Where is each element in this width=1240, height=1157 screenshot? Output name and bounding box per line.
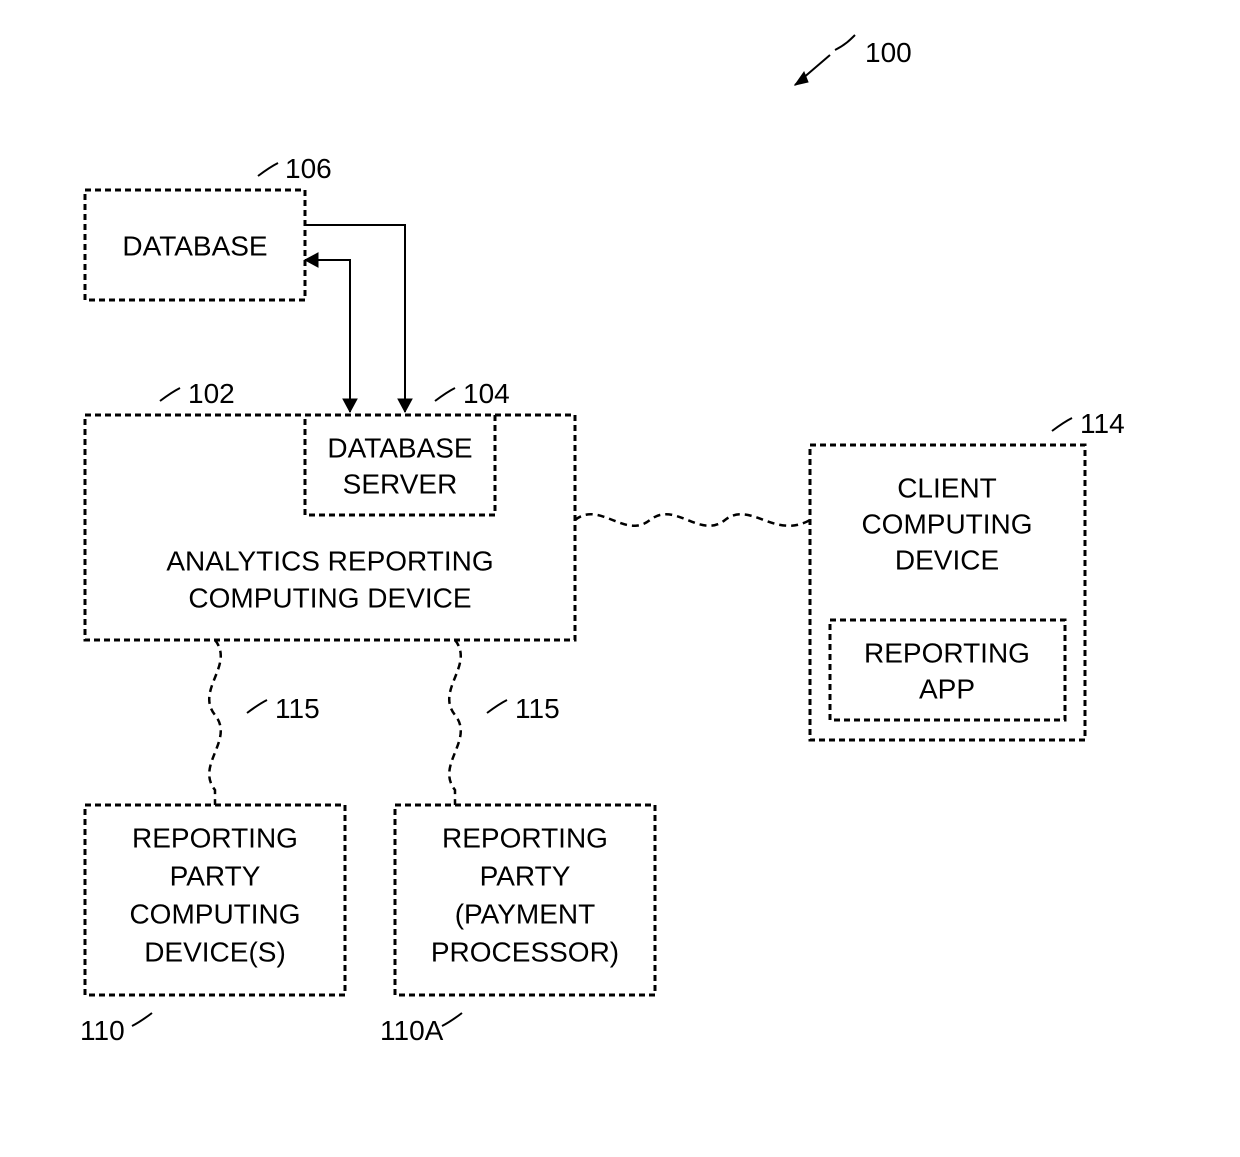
rpd-label-4: DEVICE(S) [144, 936, 286, 967]
ref-102: 102 [188, 378, 235, 409]
ref-104: 104 [463, 378, 510, 409]
ref-106: 106 [285, 153, 332, 184]
ref-110a: 110A [380, 1015, 444, 1046]
app-label-1: REPORTING [864, 637, 1030, 668]
db-server-label-2: SERVER [343, 468, 458, 499]
client-label-2: COMPUTING [861, 508, 1032, 539]
rpp-label-2: PARTY [480, 860, 571, 891]
node-reporting-app: REPORTING APP [830, 620, 1065, 720]
ref-100: 100 [865, 37, 912, 68]
rpd-label-1: REPORTING [132, 822, 298, 853]
node-database: DATABASE 106 [85, 153, 332, 300]
edge-analytics-client [575, 514, 810, 526]
edge-analytics-rpp: 115 [449, 640, 559, 805]
analytics-label-1: ANALYTICS REPORTING [166, 545, 493, 576]
overall-ref: 100 [795, 35, 912, 85]
node-reporting-pp: REPORTING PARTY (PAYMENT PROCESSOR) 110A [380, 805, 655, 1046]
rpp-label-3: (PAYMENT [455, 898, 596, 929]
rpp-label-4: PROCESSOR) [431, 936, 619, 967]
node-reporting-devices: REPORTING PARTY COMPUTING DEVICE(S) 110 [80, 805, 345, 1046]
diagram-canvas: 100 DATABASE 106 ANALYTICS REPORTING COM… [0, 0, 1240, 1157]
edge-db-to-dbserver [305, 225, 412, 412]
db-server-label-1: DATABASE [327, 432, 472, 463]
rpd-label-2: PARTY [170, 860, 261, 891]
ref-115-right: 115 [515, 693, 560, 724]
ref-110: 110 [80, 1015, 125, 1046]
analytics-label-2: COMPUTING DEVICE [188, 582, 471, 613]
ref-115-left: 115 [275, 693, 320, 724]
edge-analytics-rpd: 115 [209, 640, 319, 805]
app-label-2: APP [919, 673, 975, 704]
ref-114: 114 [1080, 408, 1125, 439]
rpp-label-1: REPORTING [442, 822, 608, 853]
client-label-1: CLIENT [897, 472, 997, 503]
rpd-label-3: COMPUTING [129, 898, 300, 929]
database-label: DATABASE [122, 230, 267, 261]
client-label-3: DEVICE [895, 544, 999, 575]
